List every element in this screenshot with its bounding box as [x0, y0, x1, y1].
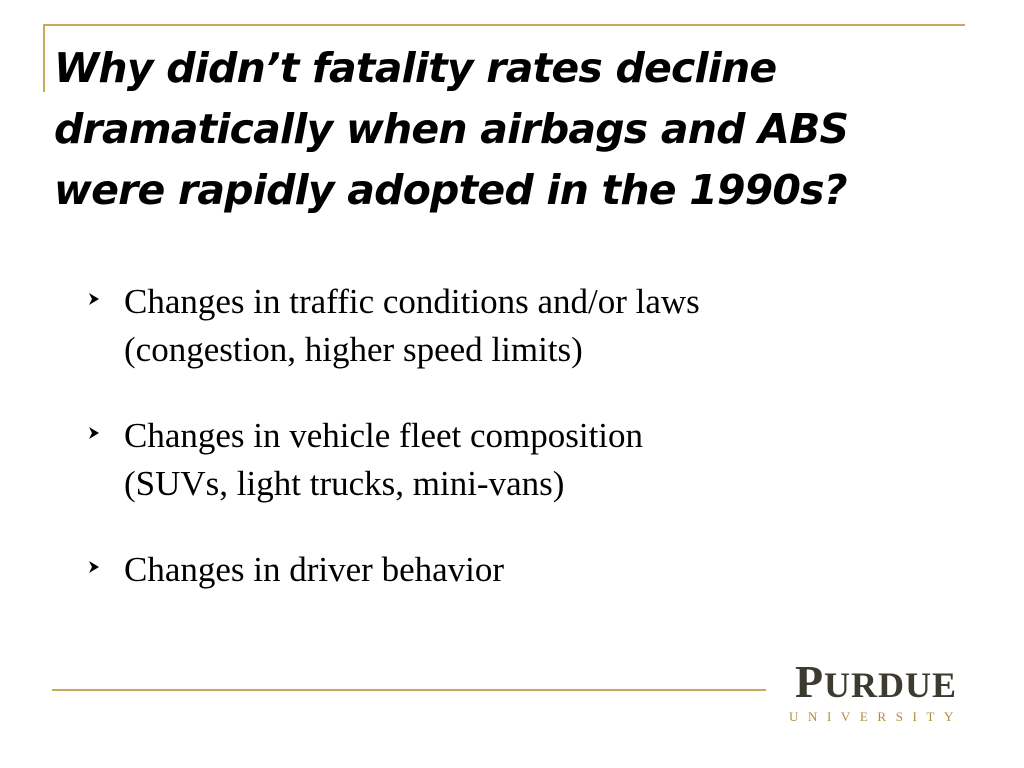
- top-divider: [43, 24, 965, 26]
- purdue-logo: PURDUE UNIVERSITY: [778, 655, 978, 730]
- bullet-text-line1: Changes in traffic conditions and/or law…: [124, 282, 700, 321]
- arrow-bullet-icon: [89, 561, 99, 573]
- bullet-text-line2: (congestion, higher speed limits): [124, 330, 583, 369]
- slide-title: Why didn’t fatality rates decline dramat…: [54, 44, 849, 214]
- bullet-item: Changes in vehicle fleet composition (SU…: [88, 412, 888, 508]
- arrow-bullet-icon: [89, 427, 99, 439]
- logo-wordmark: PURDUE: [778, 655, 974, 708]
- bullet-list: Changes in traffic conditions and/or law…: [88, 278, 888, 632]
- title-accent-bar: [43, 24, 45, 92]
- arrow-bullet-icon: [89, 293, 99, 305]
- logo-name-rest: URDUE: [824, 665, 958, 705]
- bullet-item: Changes in driver behavior: [88, 546, 888, 594]
- logo-subtitle: UNIVERSITY: [789, 709, 963, 724]
- bullet-item: Changes in traffic conditions and/or law…: [88, 278, 888, 374]
- logo-initial: P: [794, 656, 825, 707]
- bottom-divider: [52, 689, 766, 691]
- bullet-text-line1: Changes in driver behavior: [124, 550, 505, 589]
- bullet-text-line2: (SUVs, light trucks, mini-vans): [124, 464, 565, 503]
- bullet-text-line1: Changes in vehicle fleet composition: [124, 416, 644, 455]
